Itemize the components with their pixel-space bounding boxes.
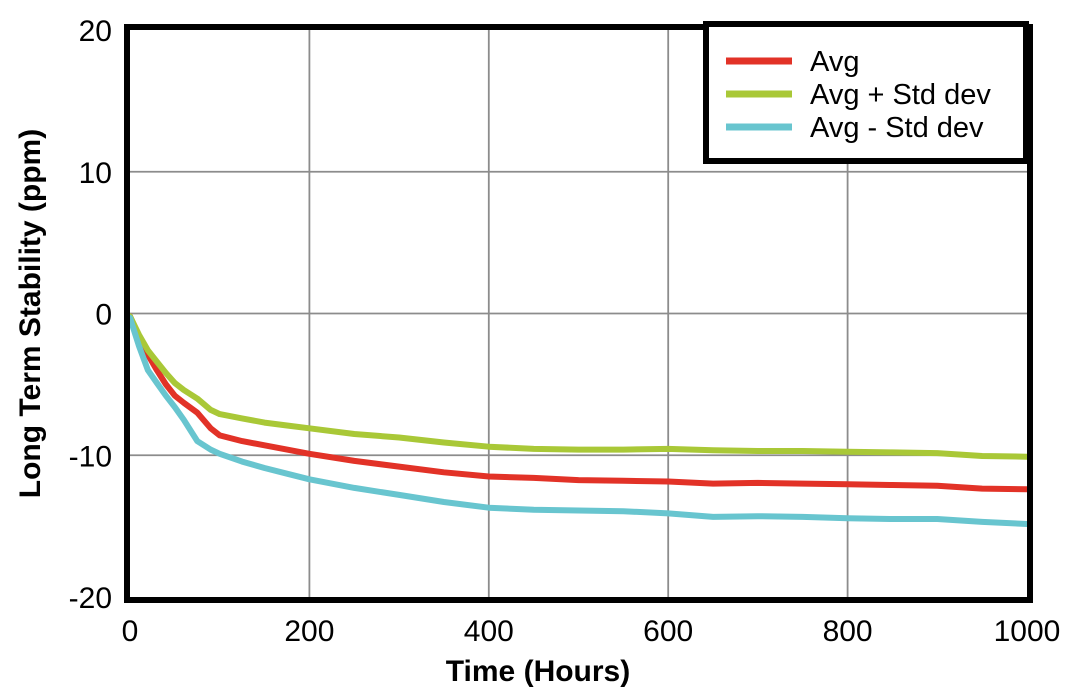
series-line-avg: [127, 313, 1030, 493]
series-line-avg-std-dev: [127, 314, 1030, 527]
x-tick-label-200: 200: [284, 615, 334, 648]
plot-border: [124, 24, 1033, 603]
series-lines: [127, 313, 1030, 527]
legend-label-avg-std-dev: Avg - Std dev: [810, 112, 984, 144]
y-tick-label--10: -10: [69, 440, 112, 473]
x-tick-label-1000: 1000: [994, 615, 1061, 648]
y-tick-label-20: 20: [79, 15, 112, 48]
x-tick-label-600: 600: [643, 615, 693, 648]
x-axis-title: Time (Hours): [446, 655, 630, 688]
x-axis-tick-labels: 0 200 400 600 800 1000: [122, 615, 1061, 648]
x-tick-label-0: 0: [122, 615, 139, 648]
y-tick-label-0: 0: [95, 299, 112, 332]
series-line-avg-std-dev: [127, 313, 1030, 460]
x-tick-label-800: 800: [823, 615, 873, 648]
legend-item-avg-std-dev: Avg + Std dev: [726, 79, 991, 111]
y-axis-tick-labels: 20 10 0 -10 -20: [69, 15, 112, 615]
legend-item-avg: Avg: [726, 46, 859, 78]
legend-label-avg-std-dev: Avg + Std dev: [810, 79, 991, 111]
y-tick-label--20: -20: [69, 582, 112, 615]
legend-item-avg-std-dev: Avg - Std dev: [726, 112, 984, 144]
y-tick-label-10: 10: [79, 157, 112, 190]
y-axis-title: Long Term Stability (ppm): [14, 129, 47, 498]
x-tick-label-400: 400: [464, 615, 514, 648]
legend-label-avg: Avg: [810, 46, 859, 78]
